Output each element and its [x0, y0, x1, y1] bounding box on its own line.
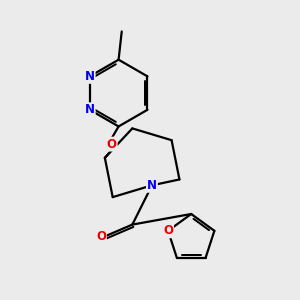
Text: O: O	[107, 138, 117, 151]
Text: N: N	[85, 70, 95, 83]
Text: O: O	[163, 224, 173, 237]
Text: N: N	[85, 103, 95, 116]
Text: O: O	[96, 230, 106, 243]
Text: N: N	[147, 179, 157, 192]
